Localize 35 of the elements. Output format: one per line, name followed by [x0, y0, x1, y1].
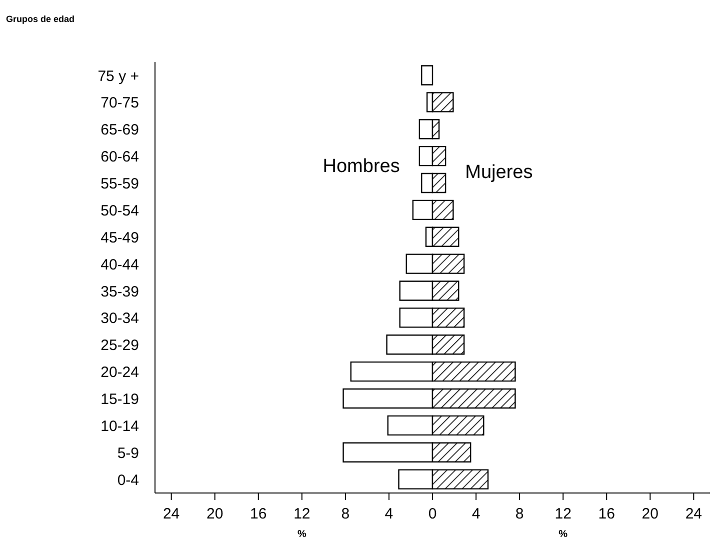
- y-tick-label: 75 y +: [98, 68, 140, 85]
- x-tick-label: 20: [642, 506, 658, 523]
- y-tick-label: 15-19: [100, 391, 139, 408]
- y-tick-label: 30-34: [100, 310, 139, 328]
- y-tick-label: 45-49: [100, 229, 139, 246]
- y-tick-label: 50-54: [100, 202, 139, 220]
- y-tick-label: 55-59: [100, 176, 139, 193]
- x-tick-label: 16: [250, 506, 267, 523]
- y-tick-label: 25-29: [100, 337, 139, 354]
- text: %: [558, 529, 568, 540]
- x-tick-label: 24: [162, 506, 180, 523]
- x-tick-label: 4: [384, 506, 394, 523]
- series-label: Hombres: [322, 156, 400, 178]
- y-tick-label: 20-24: [100, 364, 139, 382]
- x-tick-label: 8: [515, 506, 524, 523]
- y-tick-label: 5-9: [117, 444, 139, 462]
- x-tick-label: 16: [598, 506, 615, 523]
- y-axis-title: Grupos de edad: [6, 14, 75, 24]
- y-tick-label: 10-14: [100, 418, 139, 435]
- x-tick-label: 8: [341, 506, 350, 523]
- x-tick-label: 4: [472, 506, 480, 523]
- y-tick-label: 40-44: [100, 256, 139, 274]
- x-tick-label: 0: [428, 506, 437, 523]
- series-label: Mujeres: [465, 162, 534, 184]
- y-tick-label: 70-75: [100, 94, 139, 112]
- y-tick-label: 35-39: [100, 283, 139, 300]
- x-tick-label: 12: [554, 506, 572, 523]
- x-tick-label: 12: [294, 506, 310, 523]
- y-tick-label: 60-64: [100, 148, 139, 166]
- x-axis-title: %: [296, 529, 308, 540]
- x-tick-label: 20: [206, 506, 224, 523]
- y-tick-label: 0-4: [117, 472, 139, 489]
- y-tick-label: 65-69: [100, 122, 139, 139]
- bar: [421, 65, 434, 86]
- x-tick-label: 24: [685, 506, 702, 523]
